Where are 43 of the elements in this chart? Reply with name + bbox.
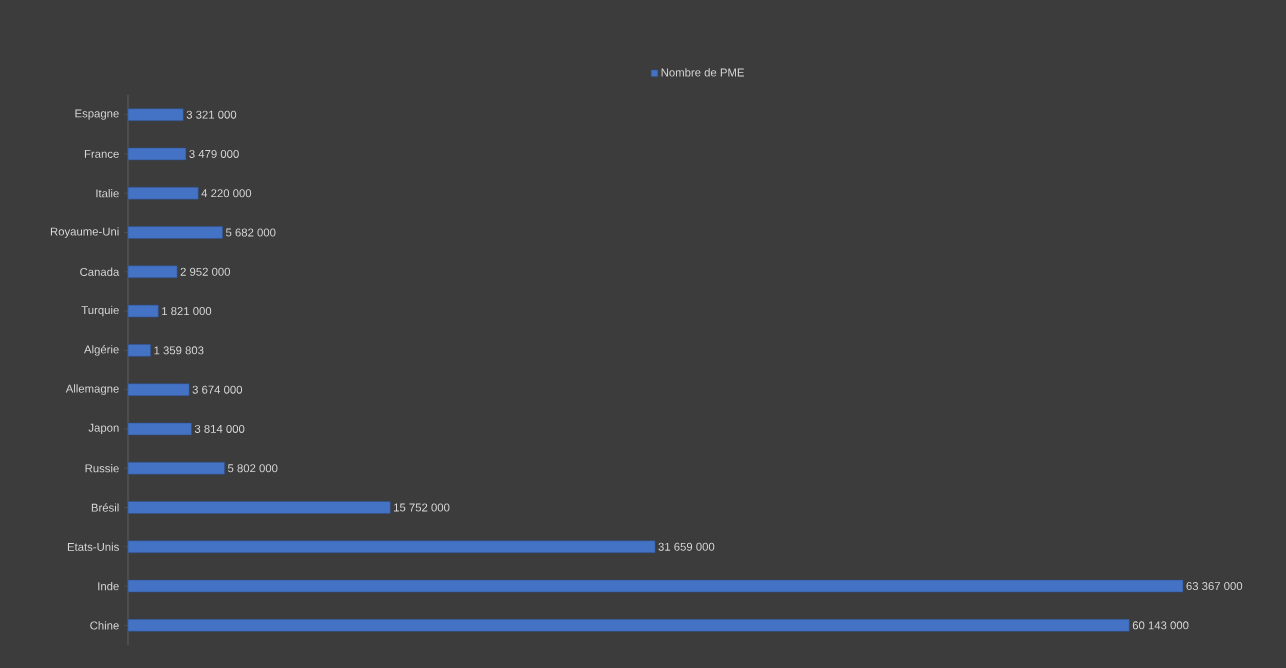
bar	[127, 461, 225, 475]
bar	[127, 422, 192, 436]
data-label: 3 321 000	[186, 110, 237, 119]
bar	[127, 579, 1184, 593]
y-tick-label: Japon	[88, 423, 119, 434]
bar	[127, 619, 1130, 632]
bar	[127, 186, 199, 200]
y-tick-label: Inde	[98, 581, 119, 591]
data-label: 15 752 000	[394, 503, 450, 512]
data-label: 3 479 000	[189, 149, 239, 158]
bar	[127, 304, 159, 318]
data-label: 31 659 000	[658, 542, 715, 551]
data-label: 63 367 000	[1186, 582, 1243, 591]
data-label: 60 143 000	[1132, 621, 1189, 630]
bar	[127, 108, 184, 121]
legend-label: Nombre de PME	[661, 68, 744, 77]
bar	[127, 383, 190, 396]
bar	[127, 344, 151, 357]
y-tick-label: Russie	[85, 464, 119, 473]
data-label: 3 674 000	[192, 385, 243, 394]
y-tick-label: Royaume-Uni	[50, 227, 119, 238]
data-label: 1 821 000	[162, 307, 212, 316]
bar	[127, 265, 178, 279]
y-tick-label: Allemagne	[65, 384, 119, 395]
data-label: 1 359 803	[154, 346, 204, 355]
y-tick-label: France	[84, 149, 119, 158]
data-label: 5 802 000	[227, 464, 278, 473]
y-tick-label: Italie	[96, 189, 119, 198]
y-tick-label: Turquie	[81, 305, 119, 317]
y-tick-label: Etats-Unis	[67, 542, 119, 551]
bar	[127, 540, 656, 554]
y-tick-label: Chine	[90, 621, 119, 630]
y-tick-label: Canada	[80, 267, 120, 276]
bar	[127, 147, 187, 161]
y-tick-label: Espagne	[75, 109, 119, 120]
data-label: 2 952 000	[180, 267, 231, 276]
y-tick-label: Algérie	[84, 345, 119, 356]
data-label: 4 220 000	[201, 189, 252, 198]
data-label: 5 682 000	[225, 228, 276, 237]
bar	[127, 226, 223, 239]
bar	[127, 501, 391, 514]
data-label: 3 814 000	[194, 424, 245, 433]
y-tick-label: Brésil	[91, 503, 119, 512]
